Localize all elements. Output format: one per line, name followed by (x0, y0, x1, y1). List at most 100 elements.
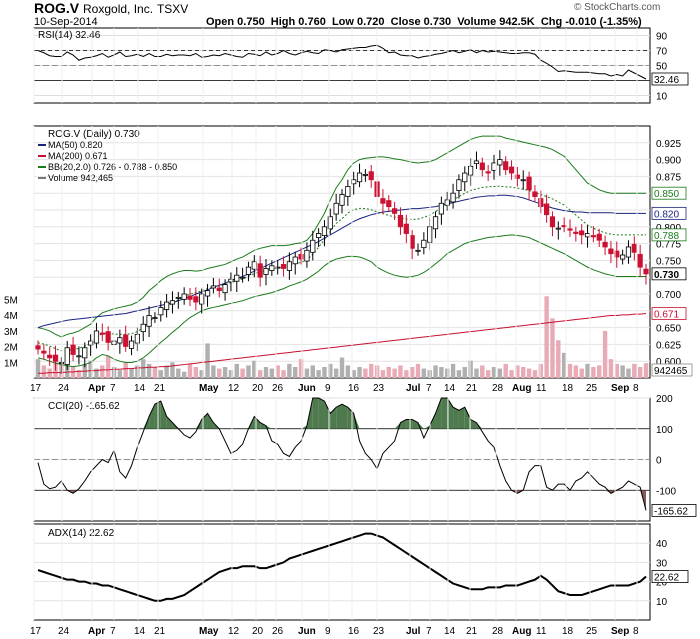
ma50-line (37, 194, 646, 329)
price-flag (651, 228, 687, 242)
x-tick-label: 7 (426, 626, 432, 637)
rsi-tick-label: 10 (656, 92, 668, 103)
volume-bar (339, 357, 345, 378)
volume-bar (450, 363, 456, 378)
volume-bar (421, 368, 427, 378)
volume-bar (626, 368, 631, 378)
volume-bar (240, 368, 245, 378)
volume-bar (316, 370, 321, 378)
x-tick-label: 14 (444, 626, 456, 637)
candle-body (526, 176, 532, 191)
adx-title: ADX(14) 22.62 (48, 528, 115, 539)
cci-title: CCI(20) -165.62 (48, 401, 120, 412)
candle-body (41, 350, 47, 354)
candle-body (298, 253, 304, 260)
volume-bar (550, 318, 555, 378)
volume-bar (94, 368, 99, 378)
candle-body (415, 249, 421, 252)
volume-bar (620, 365, 625, 378)
cci-overbought-fill (312, 398, 319, 429)
volume-bar (398, 365, 403, 378)
x-tick-label: 28 (492, 383, 504, 394)
candle-body (631, 243, 637, 253)
cci-overbought-fill (149, 404, 155, 429)
quote-summary: Open 0.750 High 0.760 Low 0.720 Close 0.… (206, 16, 642, 28)
x-tick-label: Jun (298, 383, 316, 394)
x-tick-label: 26 (272, 626, 284, 637)
candle-body (47, 354, 53, 359)
candle-body (316, 233, 322, 238)
price-tick-label: 0.750 (656, 256, 681, 267)
x-tick-label: 18 (562, 626, 574, 637)
candle-body (497, 159, 503, 166)
volume-bar (404, 370, 409, 378)
volume-bar (246, 365, 251, 378)
candle-body (362, 173, 368, 176)
volume-bar (222, 367, 228, 378)
volume-bar (228, 370, 234, 378)
x-tick-label: 16 (348, 626, 360, 637)
candle-body (175, 296, 181, 299)
volume-tick-label: 3M (4, 327, 18, 338)
price-flag-label: 0.671 (654, 309, 679, 320)
volume-bar (263, 367, 269, 378)
volume-bar (556, 340, 561, 378)
x-tick-label: 8 (633, 383, 639, 394)
candle-body (216, 287, 222, 292)
candle-body (584, 233, 591, 238)
x-tick-label: Jul (406, 383, 421, 394)
cci-overbought-fill (301, 425, 307, 429)
x-tick-label: 11 (536, 383, 547, 394)
candle-body (64, 347, 70, 365)
watermark: © StockCharts.com (574, 2, 661, 13)
legend-entry: MA(200) 0.671 (48, 151, 108, 161)
candle-body (88, 340, 94, 346)
quote-date: 10-Sep-2014 (34, 16, 98, 28)
candle-body (409, 235, 415, 249)
x-tick-label: 28 (492, 626, 504, 637)
candle-body (602, 241, 608, 248)
x-tick-label: 12 (228, 383, 240, 394)
candle-body (508, 166, 515, 174)
volume-bar (328, 363, 333, 378)
volume-flag (651, 363, 693, 377)
candle-body (643, 268, 649, 275)
candle-body (538, 198, 544, 208)
cci-overbought-fill (412, 419, 418, 429)
volume-bar (363, 368, 368, 378)
price-flag-label: 0.850 (654, 189, 679, 200)
cci-overbought-fill (400, 419, 407, 429)
candle-body (351, 179, 357, 185)
adx-tick-label: 20 (656, 578, 668, 589)
adx-tick-label: 40 (656, 539, 668, 550)
volume-bar (632, 363, 637, 378)
x-tick-label: 23 (373, 383, 385, 394)
price-flag-label: 0.788 (654, 231, 679, 242)
candle-body (555, 227, 561, 230)
volume-bar (141, 359, 146, 378)
x-tick-label: Apr (88, 383, 105, 394)
x-tick-label: 9 (325, 383, 331, 394)
candle-body (485, 171, 491, 174)
cci-overbought-fill (254, 416, 261, 429)
cci-overbought-fill (353, 413, 360, 429)
volume-bar (211, 365, 216, 378)
candle-body (187, 295, 193, 300)
price-flag (651, 186, 687, 200)
symbol: ROG.V (34, 0, 80, 16)
rsi-title: RSI(14) 32.46 (38, 30, 101, 41)
candle-body (181, 293, 187, 300)
volume-bar (217, 368, 222, 378)
cci-overbought-fill (464, 407, 471, 429)
x-tick-label: Sep (611, 626, 629, 637)
candle-body (199, 293, 205, 305)
volume-bar (369, 363, 374, 378)
cci-overbought-fill (266, 425, 272, 429)
candle-body (275, 266, 281, 269)
x-tick-label: 18 (562, 383, 574, 394)
candle-body (140, 323, 146, 333)
candle-body (468, 165, 474, 176)
volume-bar (643, 363, 649, 378)
rsi-value-label: 32.46 (654, 75, 679, 86)
volume-bar (567, 363, 573, 378)
